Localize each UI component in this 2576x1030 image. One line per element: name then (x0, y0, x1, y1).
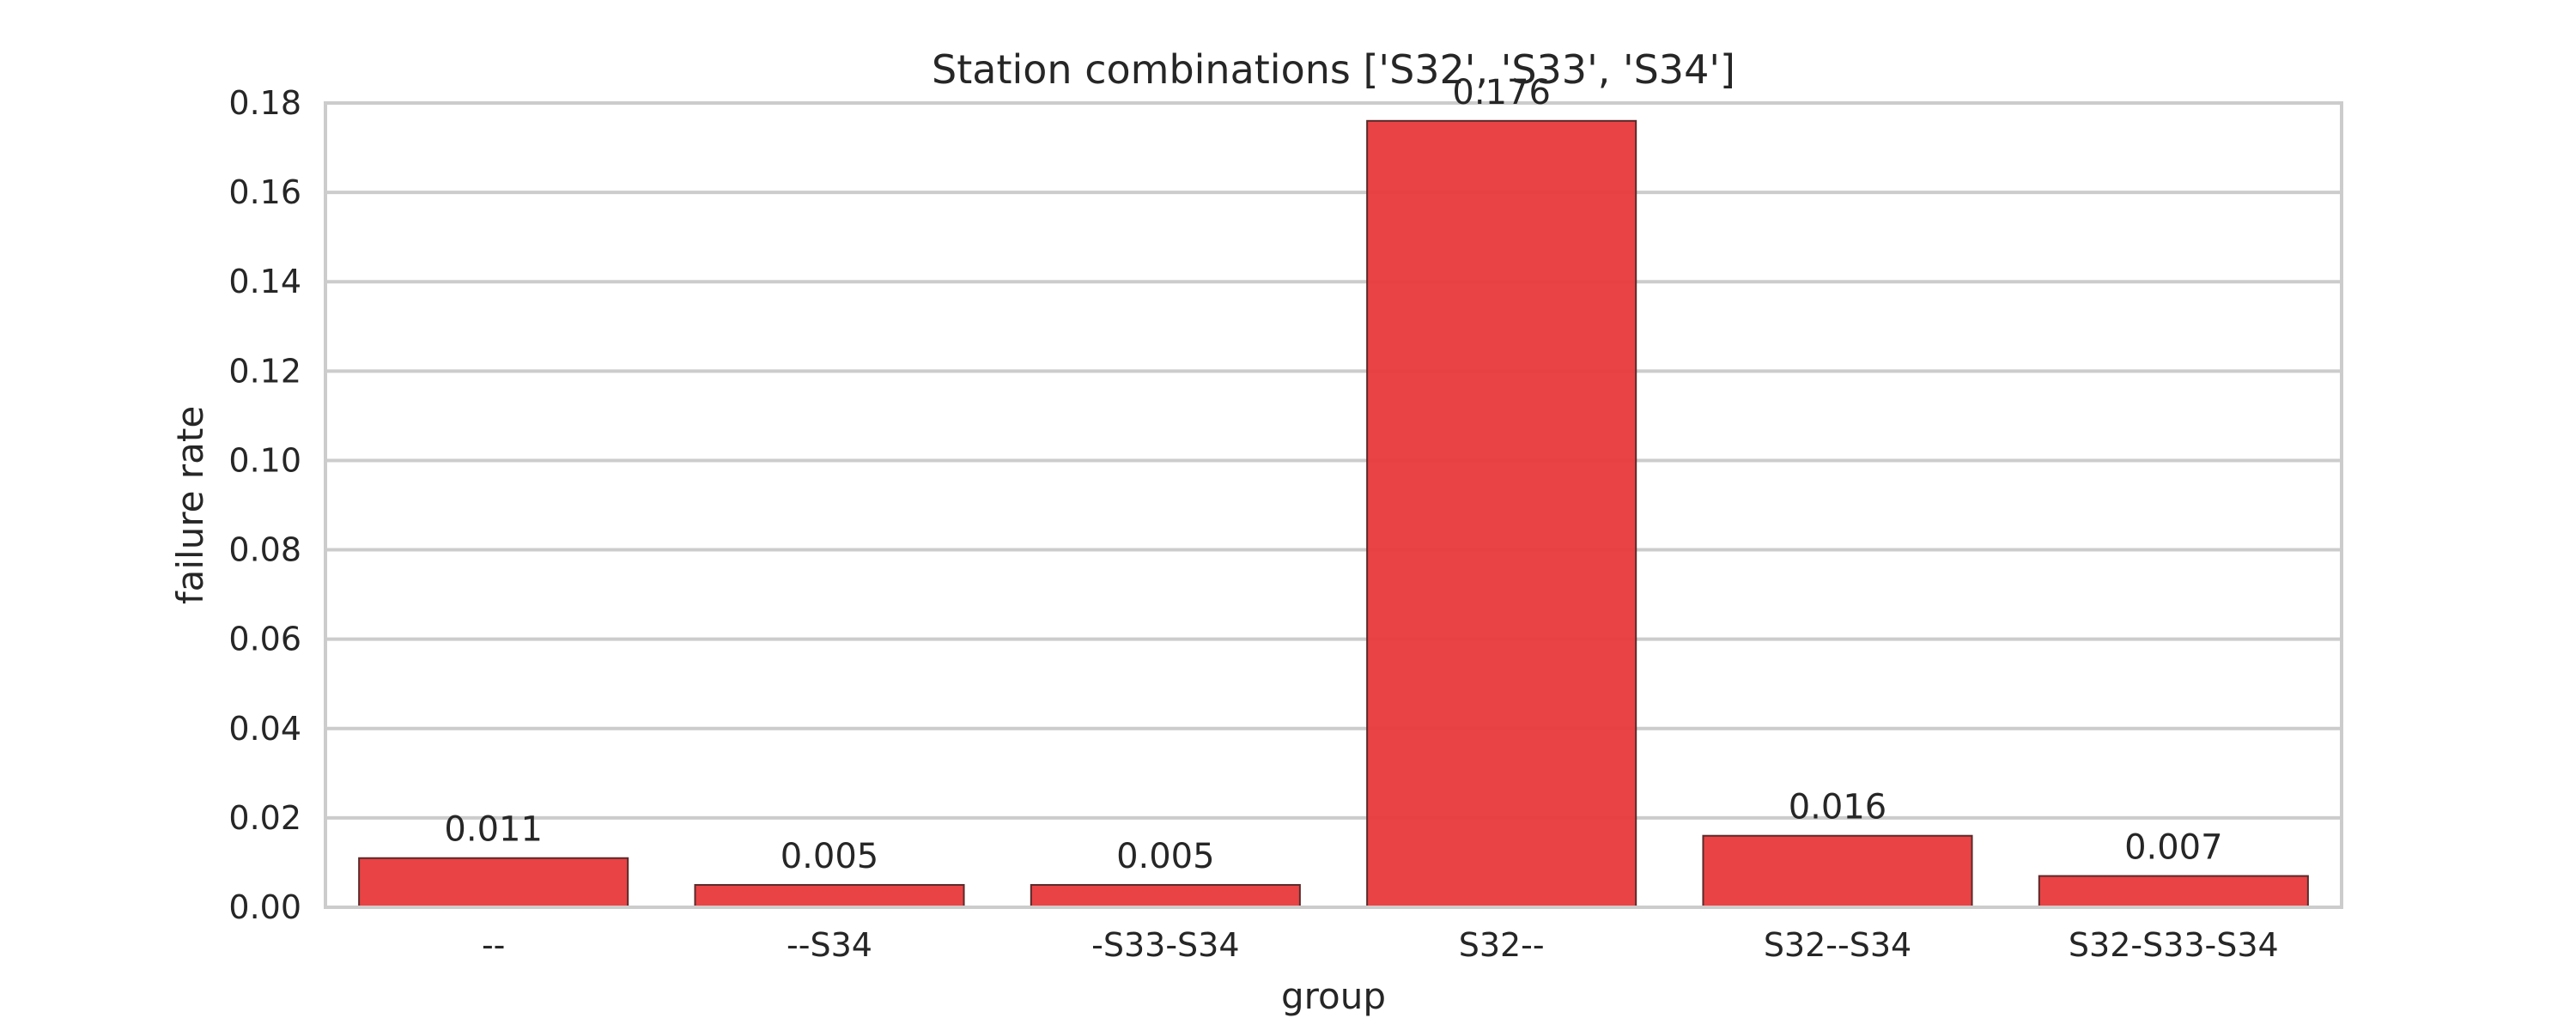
plot-frame (324, 101, 2343, 909)
bar (2038, 875, 2309, 908)
grid-layer (325, 101, 2342, 909)
y-tick-label: 0.04 (228, 710, 301, 748)
y-tick-label: 0.06 (228, 621, 301, 658)
bar (1702, 834, 1973, 909)
y-tick-label: 0.08 (228, 531, 301, 569)
x-tick-label: S32-S33-S34 (2069, 926, 2279, 964)
y-tick-label: 0.02 (228, 799, 301, 837)
bar (1030, 883, 1301, 908)
y-tick-label: 0.00 (228, 888, 301, 926)
y-tick-labels: 0.00 0.02 0.04 0.06 0.08 0.10 0.12 0.14 0.16 0.18 (228, 84, 301, 926)
y-tick-label: 0.16 (228, 173, 301, 211)
bar (694, 883, 965, 908)
y-tick-label: 0.12 (228, 352, 301, 390)
x-tick-label: --S34 (787, 926, 872, 964)
y-axis-label: failure rate (169, 406, 211, 604)
bar-value-label: 0.016 (1789, 788, 1887, 827)
x-tick-label: S32-- (1459, 926, 1545, 964)
y-tick-label: 0.18 (228, 84, 301, 122)
value-labels: 0.011 0.005 0.005 0.176 0.016 0.007 (444, 73, 2222, 876)
bar-layer (358, 119, 2309, 909)
bar-value-label: 0.011 (444, 810, 543, 850)
x-tick-label: S32--S34 (1764, 926, 1911, 964)
bar (358, 857, 629, 909)
chart-title: Station combinations ['S32', 'S33', 'S34… (932, 46, 1735, 93)
x-tick-label: -S33-S34 (1091, 926, 1239, 964)
x-tick-labels: -- --S34 -S33-S34 S32-- S32--S34 S32-S33-S34 (482, 926, 2279, 964)
bar (1366, 119, 1637, 909)
x-axis-label: group (1281, 975, 1386, 1017)
bar-value-label: 0.007 (2124, 828, 2223, 868)
x-tick-label: -- (482, 926, 505, 964)
y-tick-label: 0.10 (228, 441, 301, 479)
bar-value-label: 0.176 (1452, 73, 1551, 112)
bar-value-label: 0.005 (1116, 837, 1215, 876)
y-tick-label: 0.14 (228, 263, 301, 300)
bar-value-label: 0.005 (781, 837, 879, 876)
